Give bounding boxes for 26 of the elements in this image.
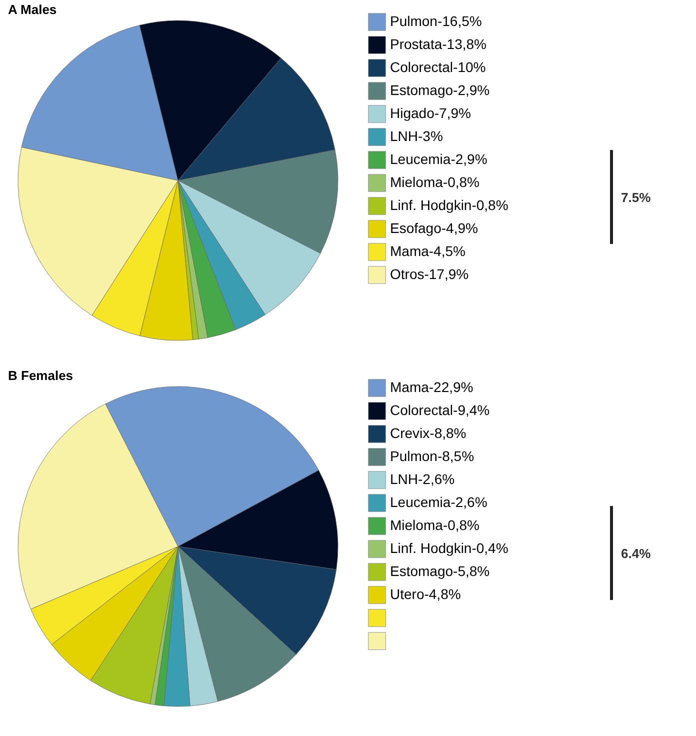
chart-title: A Males (8, 2, 57, 17)
text: 6.4% (621, 546, 651, 560)
legend-label: Mama-4,5% (390, 243, 466, 259)
legend-label: Estomago-2,9% (390, 82, 490, 98)
legend-label: Prostata-13,8% (390, 36, 486, 52)
legend-label: Linf. Hodgkin-0,8% (390, 197, 508, 213)
legend-label: Pulmon-8,5% (390, 448, 474, 464)
legend-label: Higado-7,9% (390, 105, 471, 121)
legend-label: Otros-17,9% (390, 266, 469, 282)
legend-label: Leucemia-2,9% (390, 151, 488, 167)
legend-label: Colorectal-9,4% (390, 402, 490, 418)
legend-label: Mieloma-0,8% (390, 174, 480, 190)
text: 7.5% (621, 190, 651, 204)
chart-title: B Females (8, 368, 74, 383)
legend-label: Utero-4,8% (390, 586, 461, 602)
legend-label: Colorectal-10% (390, 59, 486, 75)
legend-label: LNH-3% (390, 128, 443, 144)
legend-label: Mieloma-0,8% (390, 517, 480, 533)
legend-label: Esofago-4,9% (390, 220, 478, 236)
legend-label: Mama-22,9% (390, 379, 474, 395)
legend-label: Crevix-8,8% (390, 425, 466, 441)
legend-label: Leucemia-2,6% (390, 494, 488, 510)
legend-label: Pulmon-16,5% (390, 13, 482, 29)
legend-label: Linf. Hodgkin-0,4% (390, 540, 508, 556)
legend-label: LNH-2,6% (390, 471, 455, 487)
legend-label: Estomago-5,8% (390, 563, 490, 579)
